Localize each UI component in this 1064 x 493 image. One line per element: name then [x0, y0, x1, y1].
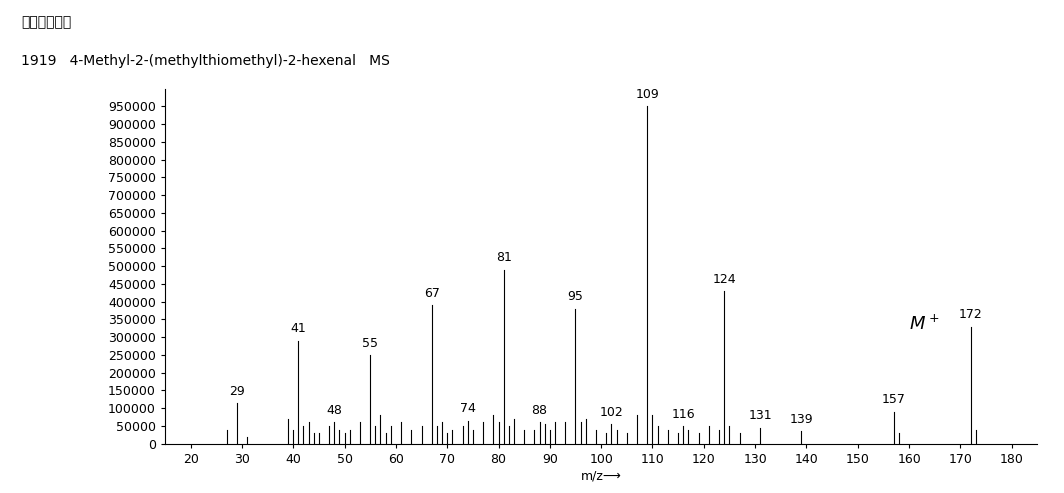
Text: 74: 74: [460, 402, 476, 415]
Text: 48: 48: [327, 404, 343, 417]
Text: 1919   4-Methyl-2-(methylthiomethyl)-2-hexenal   MS: 1919 4-Methyl-2-(methylthiomethyl)-2-hex…: [21, 54, 390, 68]
Text: $M^+$: $M^+$: [910, 315, 940, 334]
Text: 67: 67: [423, 287, 439, 300]
Text: 102: 102: [599, 406, 624, 419]
Text: 124: 124: [713, 273, 736, 286]
Text: 172: 172: [959, 308, 982, 321]
X-axis label: m/z⟶: m/z⟶: [581, 470, 621, 483]
Text: 131: 131: [748, 409, 772, 423]
Text: 109: 109: [635, 88, 660, 101]
Text: アバンダンス: アバンダンス: [21, 15, 71, 29]
Text: 29: 29: [229, 385, 245, 397]
Text: 81: 81: [496, 251, 512, 264]
Text: 95: 95: [567, 290, 583, 304]
Text: 55: 55: [362, 337, 378, 350]
Text: 139: 139: [789, 413, 813, 426]
Text: 116: 116: [671, 408, 695, 421]
Text: 157: 157: [882, 393, 905, 406]
Text: 88: 88: [532, 404, 548, 417]
Text: 41: 41: [290, 322, 306, 335]
